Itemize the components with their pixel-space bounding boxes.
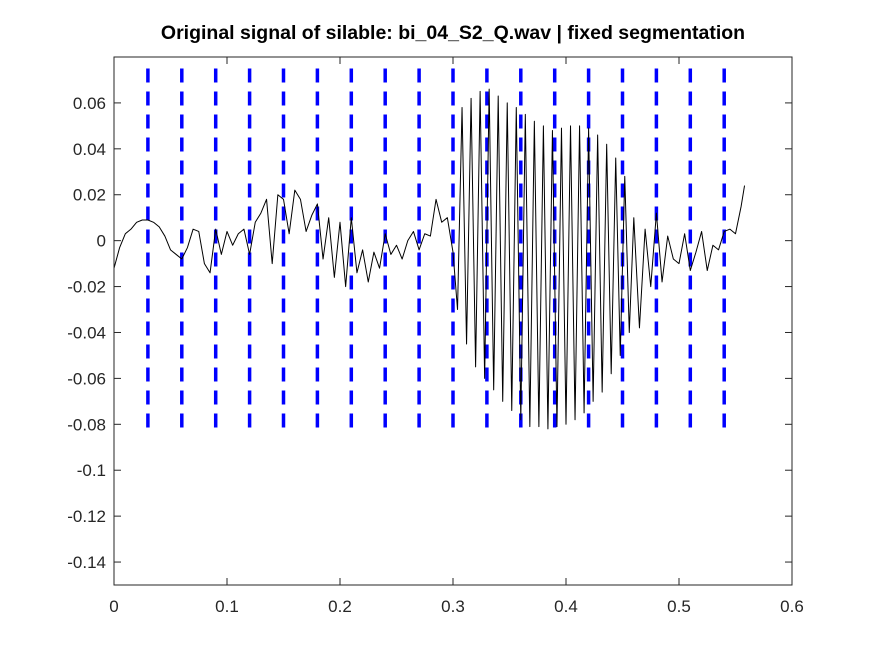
x-tick-label: 0 — [109, 597, 118, 616]
x-tick-label: 0.2 — [328, 597, 352, 616]
y-tick-label: 0 — [97, 232, 106, 251]
x-tick-label: 0.4 — [554, 597, 578, 616]
y-tick-label: 0.04 — [73, 140, 106, 159]
x-tick-label: 0.5 — [667, 597, 691, 616]
y-tick-label: -0.02 — [67, 278, 106, 297]
x-axis: 0 0.1 0.2 0.3 0.4 0.5 0.6 — [109, 57, 804, 616]
segment-boundary-layer — [146, 68, 726, 432]
x-tick-label: 0.6 — [780, 597, 804, 616]
chart-title: Original signal of silable: bi_04_S2_Q.w… — [161, 22, 745, 44]
signal-line — [113, 88, 746, 430]
x-tick-label: 0.1 — [215, 597, 239, 616]
plot-area — [113, 56, 793, 586]
y-tick-label: -0.12 — [67, 507, 106, 526]
x-tick-label: 0.3 — [441, 597, 465, 616]
y-tick-label: -0.04 — [67, 323, 106, 342]
y-tick-label: -0.08 — [67, 415, 106, 434]
y-tick-label: 0.02 — [73, 186, 106, 205]
y-tick-label: -0.14 — [67, 553, 106, 572]
y-axis: 0.06 0.04 0.02 0 -0.02 -0.04 -0.06 -0.08 -0.1 -0.… — [67, 94, 792, 572]
series-layer — [113, 88, 746, 430]
y-tick-label: 0.06 — [73, 94, 106, 113]
axes-background — [114, 57, 792, 585]
y-tick-label: -0.1 — [77, 461, 106, 480]
y-tick-label: -0.06 — [67, 369, 106, 388]
